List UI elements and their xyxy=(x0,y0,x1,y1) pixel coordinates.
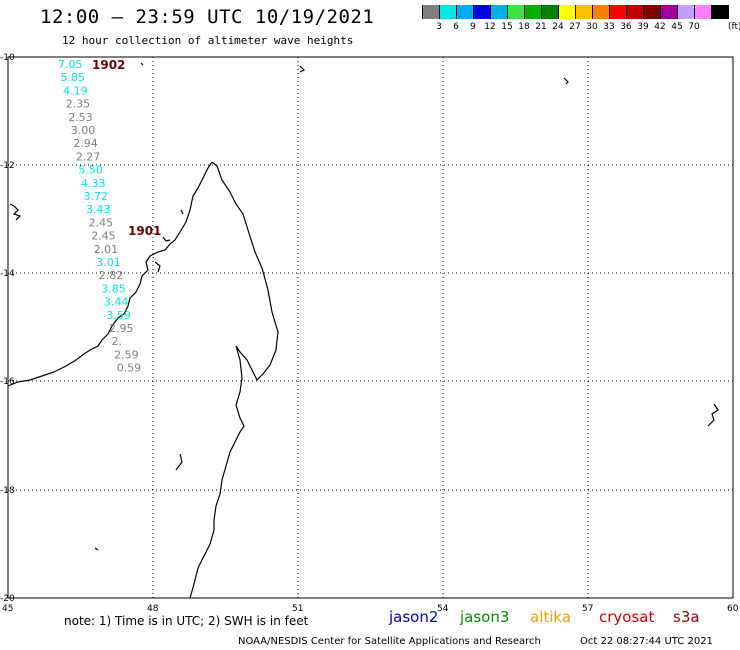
satellite-cryosat: cryosat xyxy=(599,608,655,626)
lon-label: 45 xyxy=(2,604,13,614)
color-scale-label: 42 xyxy=(654,22,666,32)
color-scale-label: 21 xyxy=(535,22,547,32)
wave-height-value: 7.05 xyxy=(58,58,83,71)
small-islands xyxy=(9,62,719,551)
footer-credit: NOAA/NESDIS Center for Satellite Applica… xyxy=(238,636,541,647)
color-scale-label: 24 xyxy=(552,22,564,32)
color-scale-label: 9 xyxy=(470,22,476,32)
wave-height-value: 4.33 xyxy=(81,177,106,190)
color-scale-label: 33 xyxy=(603,22,615,32)
lon-label: 48 xyxy=(147,604,159,614)
satellite-jason3: jason3 xyxy=(460,608,510,626)
wave-height-value: 3.59 xyxy=(106,309,130,322)
wave-height-value: 2.45 xyxy=(91,230,116,243)
satellite-s3a: s3a xyxy=(673,608,700,626)
map-grid xyxy=(8,57,733,598)
footer-timestamp: Oct 22 08:27:44 UTC 2021 xyxy=(580,636,713,647)
color-scale-label: 18 xyxy=(518,22,530,32)
color-swatch xyxy=(525,5,542,19)
color-scale-label: 45 xyxy=(671,22,683,32)
wave-height-value: 3.43 xyxy=(86,203,111,216)
longitude-labels: 45 48 51 54 57 60 xyxy=(2,604,739,614)
wave-height-value: 3.01 xyxy=(96,256,121,269)
buoy-label: 1902 xyxy=(92,58,125,72)
color-swatch xyxy=(678,5,695,19)
color-swatch xyxy=(491,5,508,19)
lat-label: -10 xyxy=(0,53,15,63)
color-scale-label: 27 xyxy=(569,22,581,32)
wave-height-value: 5.85 xyxy=(61,71,86,84)
wave-height-track: 7.055.854.192.352.533.002.942.275.504.33… xyxy=(58,58,141,375)
wave-height-value: 2.53 xyxy=(68,111,93,124)
latitude-labels: -10 -12 -14 -16 -18 -20 xyxy=(0,53,15,604)
color-scale-label: 36 xyxy=(620,22,632,32)
madagascar-coastline xyxy=(189,161,279,599)
lat-label: -18 xyxy=(0,486,15,496)
lat-label: -14 xyxy=(0,269,15,279)
wave-height-value: 3.00 xyxy=(71,124,96,137)
color-swatch xyxy=(712,5,729,19)
madagascar-west-coast xyxy=(7,161,213,387)
color-swatch xyxy=(644,5,661,19)
color-scale-unit: (ft) xyxy=(728,22,740,32)
wave-height-value: 3.44 xyxy=(104,296,128,309)
color-swatch xyxy=(661,5,678,19)
lon-label: 54 xyxy=(437,604,449,614)
color-swatch xyxy=(422,5,440,19)
color-swatch xyxy=(457,5,474,19)
color-scale-label: 39 xyxy=(637,22,649,32)
wave-height-value: 3.72 xyxy=(84,190,109,203)
lat-label: -20 xyxy=(0,594,15,604)
color-swatch xyxy=(695,5,712,19)
map-subtitle: 12 hour collection of altimeter wave hei… xyxy=(62,34,354,47)
color-swatch xyxy=(440,5,457,19)
color-swatch xyxy=(542,5,559,19)
wave-height-value: 2.59 xyxy=(114,348,139,361)
wave-height-value: 2.45 xyxy=(89,216,114,229)
satellite-altika: altika xyxy=(530,608,572,626)
color-scale-label: 15 xyxy=(501,22,513,32)
color-swatch xyxy=(559,5,576,19)
wave-height-value: 0.59 xyxy=(117,362,142,375)
note-text: note: 1) Time is in UTC; 2) SWH is in fe… xyxy=(64,614,309,628)
wave-height-value: 2.35 xyxy=(66,98,91,111)
lon-label: 60 xyxy=(727,604,739,614)
color-scale-label: 6 xyxy=(453,22,459,32)
buoy-label: 1901 xyxy=(128,224,161,238)
color-scale xyxy=(422,5,729,19)
color-swatch xyxy=(627,5,644,19)
wave-height-value: 2.82 xyxy=(99,269,124,282)
color-swatch xyxy=(610,5,627,19)
wave-height-value: 2.94 xyxy=(73,137,98,150)
lon-label: 57 xyxy=(582,604,593,614)
color-swatch xyxy=(474,5,491,19)
color-scale-label: 3 xyxy=(436,22,442,32)
wave-height-value: 5.50 xyxy=(78,164,103,177)
color-swatch xyxy=(576,5,593,19)
color-scale-label: 30 xyxy=(586,22,598,32)
wave-height-value: 2. xyxy=(112,335,123,348)
wave-height-value: 2.01 xyxy=(94,243,119,256)
wave-height-value: 2.95 xyxy=(109,322,134,335)
wave-height-value: 3.85 xyxy=(101,282,126,295)
color-swatch xyxy=(508,5,525,19)
map-frame xyxy=(7,56,734,599)
color-scale-label: 70 xyxy=(688,22,700,32)
lat-label: -12 xyxy=(0,161,15,171)
lat-label: -16 xyxy=(0,377,15,387)
color-scale-label: 12 xyxy=(484,22,496,32)
lon-label: 51 xyxy=(292,604,303,614)
map-title: 12:00 – 23:59 UTC 10/19/2021 xyxy=(40,6,375,28)
wave-height-value: 4.19 xyxy=(63,84,88,97)
wave-height-value: 2.27 xyxy=(76,150,101,163)
color-swatch xyxy=(593,5,610,19)
satellite-jason2: jason2 xyxy=(389,608,439,626)
